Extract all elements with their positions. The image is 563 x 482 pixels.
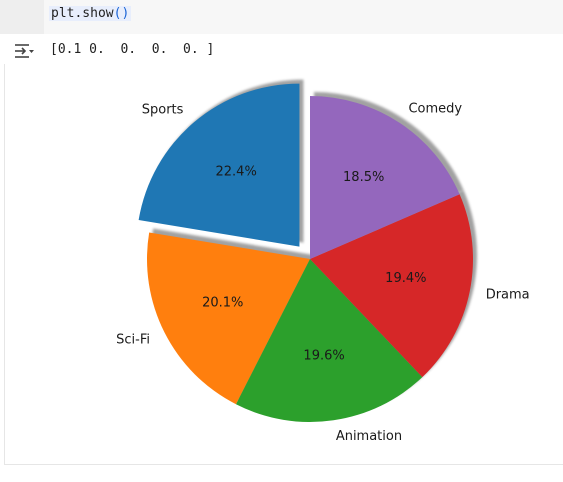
category-label-drama: Drama xyxy=(486,287,530,302)
wedge-animation xyxy=(235,259,423,423)
code-parens: () xyxy=(113,6,130,21)
output-frame xyxy=(4,64,563,465)
percent-label-sci-fi: 20.1% xyxy=(202,296,243,311)
output-collapse-icon[interactable] xyxy=(13,42,35,60)
percent-label-animation: 19.6% xyxy=(303,348,344,363)
wedge-comedy xyxy=(310,96,460,259)
pie-wedges xyxy=(138,83,473,423)
pie-labels: 22.4% Sports 20.1% Sci-Fi 19.6% Animation 19.4… xyxy=(116,102,530,444)
percent-label-drama: 19.4% xyxy=(385,271,426,286)
category-label-comedy: Comedy xyxy=(408,102,462,117)
code-line[interactable]: plt.show() xyxy=(49,6,132,21)
category-label-animation: Animation xyxy=(336,429,402,444)
code-call: plt.show xyxy=(51,6,114,21)
wedge-sci-fi xyxy=(147,232,310,405)
percent-label-comedy: 18.5% xyxy=(343,170,384,185)
category-label-sci-fi: Sci-Fi xyxy=(116,332,150,347)
output-text: [0.1 0. 0. 0. 0. ] xyxy=(50,42,215,57)
percent-label-sports: 22.4% xyxy=(216,165,257,180)
wedge-drama xyxy=(310,194,473,378)
cell-gutter[interactable] xyxy=(0,0,44,34)
wedge-sports xyxy=(138,83,300,247)
code-cell[interactable]: plt.show() xyxy=(0,0,563,34)
category-label-sports: Sports xyxy=(142,102,184,117)
